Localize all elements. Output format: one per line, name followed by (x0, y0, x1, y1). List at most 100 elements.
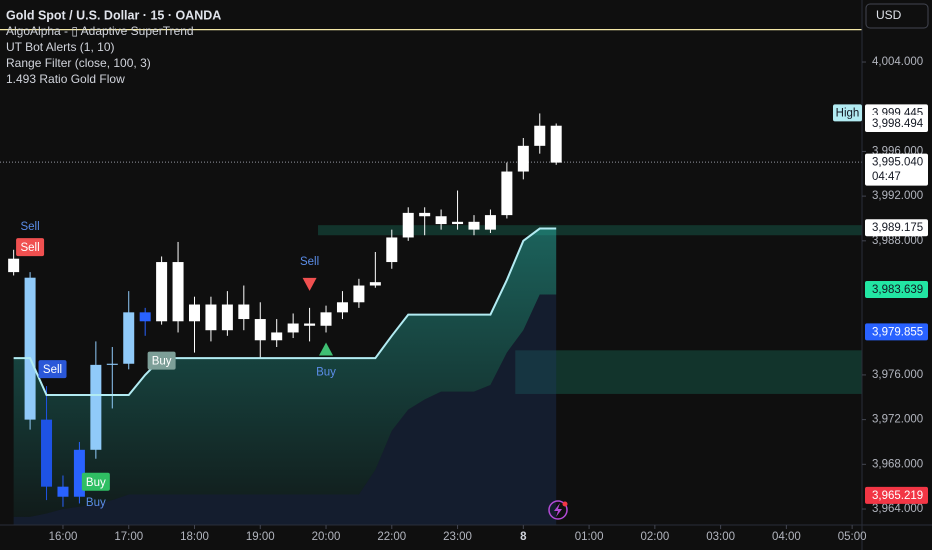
signal-box (147, 351, 176, 370)
supertrend-fill (13, 228, 557, 517)
x-tick-label: 18:00 (180, 531, 209, 543)
signal-label: Buy (316, 366, 336, 378)
candle-body (271, 332, 283, 341)
price-label-box (865, 219, 928, 237)
candle-body (73, 449, 85, 497)
x-tick-label: 16:00 (49, 531, 78, 543)
signal-box (81, 472, 110, 491)
price-label-box (865, 153, 928, 186)
candle-body (320, 312, 332, 326)
x-tick-label: 19:00 (246, 531, 275, 543)
candle-body (287, 323, 299, 333)
candle-body (484, 215, 496, 230)
candle-body (435, 216, 447, 225)
price-label-box (865, 115, 928, 133)
signal-triangle (302, 277, 317, 291)
candle-body (41, 419, 53, 487)
signal-triangle (319, 342, 334, 356)
signal-label: Sell (300, 256, 319, 268)
price-label-box (865, 281, 928, 299)
candle-body (221, 304, 233, 331)
signal-box (38, 360, 67, 379)
candle-body (106, 363, 118, 365)
candle-body (369, 282, 381, 286)
zone (318, 225, 862, 236)
price-label: 3,989.175 (872, 222, 923, 234)
y-tick-label: 3,972.000 (872, 414, 923, 426)
x-tick-label: 20:00 (312, 531, 341, 543)
flash-icon-bolt[interactable] (554, 503, 562, 517)
countdown-label: 04:47 (872, 171, 901, 183)
flash-icon[interactable] (548, 500, 568, 520)
indicator-label: 1.493 Ratio Gold Flow (6, 72, 125, 86)
candle-body (336, 302, 348, 313)
candle-body (452, 221, 464, 225)
x-tick-label: 8 (520, 531, 527, 543)
x-tick-label: 01:00 (575, 531, 604, 543)
plot-area: Sell Sell Sell Buy Buy Buy Sell Buy (0, 29, 862, 525)
x-tick-label: 17:00 (114, 531, 143, 543)
currency-button-label[interactable]: USD (876, 8, 902, 22)
price-label: 3,983.639 (872, 284, 923, 296)
indicator-label: Range Filter (close, 100, 3) (6, 56, 151, 70)
price-label: 3,965.219 (872, 490, 923, 502)
signal-box (16, 238, 45, 257)
y-tick-label: 3,976.000 (872, 369, 923, 381)
candle-body (205, 304, 217, 331)
candle-body (501, 171, 513, 216)
y-tick-label: 3,988.000 (872, 235, 923, 247)
price-label-box (865, 486, 928, 504)
price-tag-box (833, 104, 862, 122)
x-tick-label: 22:00 (377, 531, 406, 543)
indicator-label: AlgoAlpha - ▯ Adaptive SuperTrend (6, 24, 194, 38)
legend: Gold Spot / U.S. Dollar · 15 · OANDA Alg… (6, 8, 221, 86)
flash-icon-ring[interactable] (548, 500, 568, 520)
signal-label: Sell (20, 242, 39, 254)
candle-body (550, 125, 562, 163)
candle-body (123, 312, 135, 364)
candle-body (304, 323, 316, 326)
candle-body (386, 237, 398, 263)
candle-body (188, 304, 200, 322)
candle-body (156, 262, 168, 322)
zone (515, 350, 862, 394)
candle-body (238, 304, 250, 320)
price-label-box (865, 323, 928, 341)
flash-icon-dot[interactable] (562, 501, 568, 507)
y-tick-label: 3,968.000 (872, 458, 923, 470)
candle-body (8, 258, 20, 273)
x-tick-label: 05:00 (838, 531, 867, 543)
x-tick-label: 03:00 (706, 531, 735, 543)
price-tag: High (836, 107, 860, 119)
candle-body (517, 145, 529, 172)
x-tick-label: 02:00 (640, 531, 669, 543)
candle-body (57, 486, 69, 497)
lower-band-fill (13, 294, 557, 525)
y-tick-label: 3,992.000 (872, 190, 923, 202)
chart-title: Gold Spot / U.S. Dollar · 15 · OANDA (6, 8, 221, 22)
candle-body (254, 319, 266, 341)
signal-label: Buy (86, 497, 106, 509)
supertrend-line (13, 227, 557, 397)
currency-button[interactable] (865, 3, 929, 29)
signal-label: Buy (152, 356, 172, 368)
y-tick-label: 4,004.000 (872, 56, 923, 68)
candle-body (353, 285, 365, 303)
price-label: 3,998.494 (872, 118, 924, 130)
x-tick-label: 23:00 (443, 531, 472, 543)
candle-body (402, 212, 414, 238)
candle-body (534, 125, 546, 146)
price-label: 3,995.040 (872, 157, 923, 169)
candle-body (468, 221, 480, 230)
indicator-label: UT Bot Alerts (1, 10) (6, 40, 115, 54)
candle-body (172, 262, 184, 322)
signal-label: Sell (20, 221, 39, 233)
candle-body (24, 277, 36, 420)
signal-label: Buy (86, 477, 106, 489)
y-tick-label: 3,964.000 (872, 503, 923, 515)
candle-body (139, 312, 151, 322)
signal-label: Sell (43, 364, 62, 376)
price-label: 3,979.855 (872, 326, 923, 338)
candle-body (90, 364, 102, 450)
